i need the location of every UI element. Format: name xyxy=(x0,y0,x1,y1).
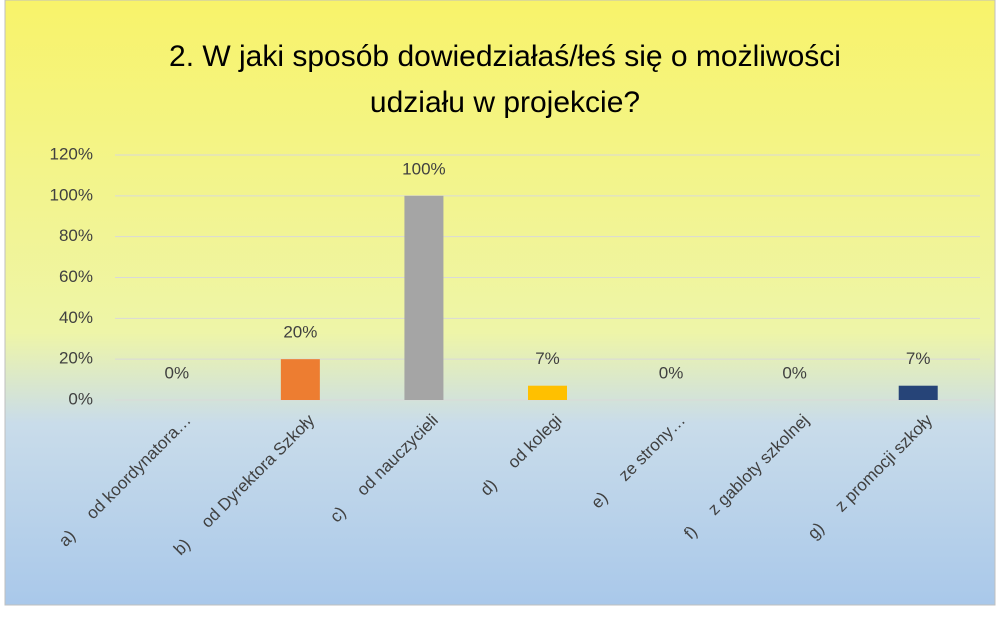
bar xyxy=(898,385,938,400)
bar xyxy=(280,359,320,400)
data-label: 0% xyxy=(782,363,807,382)
y-tick-label: 100% xyxy=(50,185,93,204)
bar xyxy=(404,195,444,400)
y-tick-label: 40% xyxy=(59,308,93,327)
chart-background xyxy=(4,0,996,606)
data-label: 20% xyxy=(283,323,317,342)
y-tick-label: 20% xyxy=(59,349,93,368)
y-tick-label: 0% xyxy=(68,389,93,408)
data-label: 100% xyxy=(402,159,445,178)
data-label: 0% xyxy=(659,363,684,382)
y-tick-label: 80% xyxy=(59,226,93,245)
chart-title: udziału w projekcie? xyxy=(370,86,640,119)
data-label: 0% xyxy=(164,363,189,382)
bar xyxy=(528,385,567,400)
y-tick-label: 60% xyxy=(59,267,93,286)
data-label: 7% xyxy=(535,349,560,368)
chart-title: 2. W jaki sposób dowiedziałaś/łeś się o … xyxy=(169,40,841,73)
data-label: 7% xyxy=(906,349,931,368)
y-tick-label: 120% xyxy=(50,144,93,163)
